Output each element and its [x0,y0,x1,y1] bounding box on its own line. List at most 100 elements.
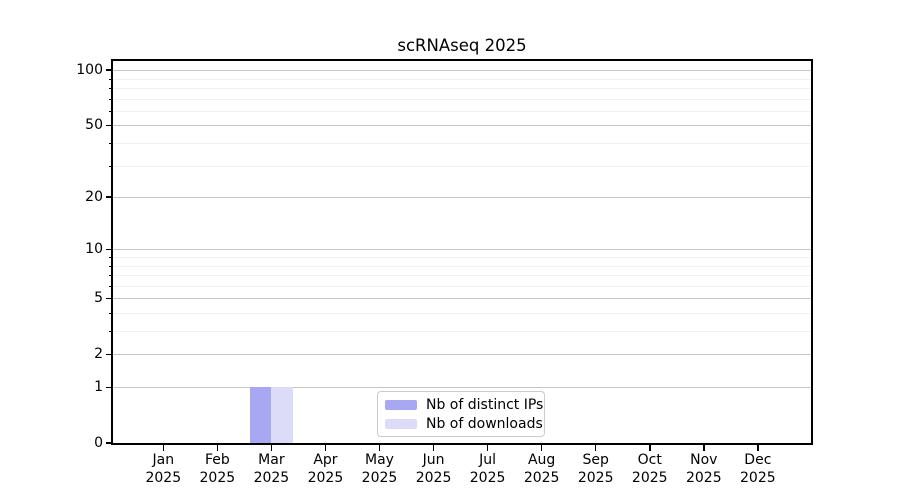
y-tick-label: 5 [94,290,103,307]
bar-distinct-ips [249,387,272,443]
x-tick-label: Nov 2025 [672,452,736,487]
y-tick-label: 20 [85,188,103,205]
legend: Nb of distinct IPs Nb of downloads [377,391,545,437]
y-minor-tick [109,110,113,112]
y-major-tick [106,297,113,300]
x-tick-label-line: May [365,452,394,468]
y-minor-gridline [113,78,811,80]
x-tick-label-line: Dec [744,452,772,468]
chart-title: scRNAseq 2025 [397,36,527,55]
y-tick-label: 2 [94,346,103,363]
x-tick-label: Dec 2025 [726,452,790,487]
y-major-tick [106,196,113,198]
y-minor-gridline [113,265,811,267]
y-minor-gridline [113,143,811,145]
x-tick-label-line: 2025 [740,469,776,486]
x-tick-label-line: 2025 [577,469,614,486]
x-tick-label-line: Jan [152,452,175,468]
x-tick [324,445,327,451]
x-tick-label-line: 2025 [469,469,506,486]
y-minor-tick [109,78,113,80]
x-tick-label-line: Oct [637,452,662,468]
y-tick-label: 50 [85,116,103,133]
x-tick-label: Jun 2025 [402,452,466,487]
x-tick [432,445,435,451]
x-tick-label: Jan 2025 [131,452,195,487]
y-minor-gridline [113,257,811,259]
y-minor-tick [109,265,113,267]
y-minor-gridline [113,98,811,100]
x-tick-label-line: Sep [582,452,609,468]
x-tick-label-line: 2025 [415,469,452,486]
y-minor-gridline [113,110,811,112]
x-tick-label: Jul 2025 [456,452,520,487]
x-tick [270,445,273,451]
y-major-gridline [113,124,811,127]
y-major-tick [106,442,113,444]
x-tick-label-line: Nov [690,452,718,468]
x-tick-label-line: 2025 [145,469,182,486]
x-tick-label-line: 2025 [685,469,722,486]
legend-swatch-downloads [385,418,417,429]
y-major-gridline [113,297,811,300]
x-tick-label-line: 2025 [307,469,344,486]
y-minor-gridline [113,331,811,333]
x-tick [703,445,705,451]
x-tick-label-line: 2025 [631,469,668,486]
x-tick-label: Sep 2025 [564,452,628,487]
y-minor-tick [109,313,113,315]
legend-label-distinct-ips: Nb of distinct IPs [426,396,544,413]
x-tick [162,445,165,451]
y-minor-tick [109,143,113,145]
x-tick-label-line: Feb [204,452,230,468]
y-major-tick [106,69,113,71]
x-tick-label: Aug 2025 [510,452,574,487]
legend-label-downloads: Nb of downloads [426,415,543,432]
x-tick-label-line: 2025 [361,469,398,486]
x-tick-label-line: Apr [313,452,338,468]
x-tick-label: May 2025 [348,452,412,487]
x-tick [594,445,597,451]
y-minor-tick [109,331,113,333]
y-minor-tick [109,87,113,89]
y-major-tick [106,386,113,389]
y-major-gridline [113,386,811,389]
x-tick [649,445,651,451]
x-tick-label-line: 2025 [523,469,560,486]
x-tick-label-line: Mar [258,452,285,468]
y-tick-label: 10 [85,241,103,257]
y-tick-label: 0 [94,434,103,451]
x-tick-label: Apr 2025 [293,452,357,487]
y-minor-gridline [113,313,811,315]
y-major-gridline [113,196,811,198]
x-tick [378,445,381,451]
y-major-tick [106,124,113,127]
x-tick [757,445,759,451]
y-major-gridline [113,248,811,251]
x-tick [216,445,219,451]
y-major-tick [106,248,113,251]
x-tick [486,445,489,451]
x-tick-label-line: Jul [479,452,497,468]
y-minor-gridline [113,87,811,89]
x-tick-label-line: Aug [527,452,556,468]
y-tick-label: 100 [76,61,103,78]
y-major-gridline [113,69,811,71]
x-tick-label: Mar 2025 [239,452,303,487]
y-minor-tick [109,98,113,100]
legend-item-distinct-ips: Nb of distinct IPs [385,397,544,413]
x-tick [540,445,543,451]
y-major-gridline [113,354,811,356]
y-major-tick [106,353,113,356]
legend-swatch-distinct-ips [385,399,417,410]
y-minor-gridline [113,286,811,288]
y-minor-tick [109,275,113,277]
legend-item-downloads: Nb of downloads [385,416,544,432]
x-tick-label-line: Jun [422,452,445,468]
y-minor-gridline [113,275,811,277]
x-tick-label: Oct 2025 [618,452,682,487]
y-tick-label: 1 [94,378,103,395]
x-tick-label-line: 2025 [199,469,236,486]
y-minor-tick [109,286,113,288]
